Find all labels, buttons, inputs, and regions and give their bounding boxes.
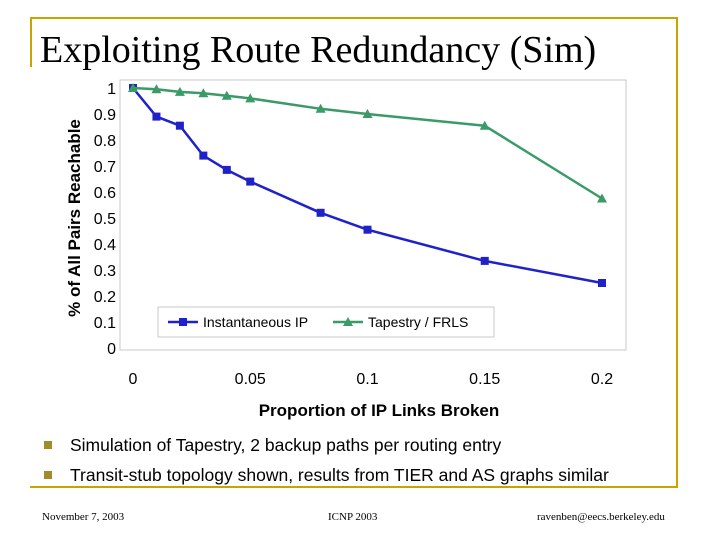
frame-left-line xyxy=(30,17,32,67)
y-tick-label: 0.8 xyxy=(94,133,116,150)
data-point xyxy=(174,86,185,96)
data-point xyxy=(198,88,209,98)
data-point xyxy=(128,83,138,92)
x-tick-label: 0.1 xyxy=(356,371,378,388)
y-tick-label: 0.7 xyxy=(94,159,116,176)
x-tick-label: 0 xyxy=(129,371,138,388)
data-point xyxy=(199,151,208,160)
data-point xyxy=(152,112,161,121)
square-bullet-icon xyxy=(44,471,52,479)
footer-venue: ICNP 2003 xyxy=(328,511,378,523)
x-tick-label: 0.2 xyxy=(591,371,613,388)
data-point xyxy=(245,93,256,103)
y-tick-label: 0 xyxy=(107,341,116,358)
frame-top-line xyxy=(30,17,678,19)
y-tick-label: 0.4 xyxy=(94,237,116,254)
series-line xyxy=(132,87,603,285)
square-bullet-icon xyxy=(44,441,52,449)
data-point xyxy=(246,177,255,186)
data-point xyxy=(597,193,607,203)
data-point xyxy=(315,103,326,113)
data-point xyxy=(316,208,325,217)
legend-marker xyxy=(343,317,353,326)
data-point xyxy=(362,109,373,118)
legend-label: Instantaneous IP xyxy=(203,314,308,330)
y-axis-title: % of All Pairs Reachable xyxy=(65,119,84,317)
x-tick-label: 0.15 xyxy=(469,371,500,388)
y-tick-label: 0.9 xyxy=(94,107,116,124)
legend-box xyxy=(157,306,495,338)
bullet-text: Transit-stub topology shown, results fro… xyxy=(70,464,609,485)
bullet-item: Simulation of Tapestry, 2 backup paths p… xyxy=(44,430,609,460)
data-point xyxy=(363,225,372,234)
x-axis-title: Proportion of IP Links Broken xyxy=(259,401,500,420)
data-point xyxy=(598,279,606,287)
frame-right-line xyxy=(676,17,678,487)
legend-marker xyxy=(179,318,187,326)
y-tick-label: 0.6 xyxy=(94,185,116,202)
footer-date: November 7, 2003 xyxy=(42,511,125,523)
y-tick-label: 0.3 xyxy=(94,263,116,280)
slide-title: Exploiting Route Redundancy (Sim) xyxy=(40,29,597,71)
plot-area xyxy=(119,79,627,351)
data-point xyxy=(222,165,231,174)
data-point xyxy=(479,120,490,130)
data-point xyxy=(175,121,184,130)
footer-email: ravenben@eecs.berkeley.edu xyxy=(537,511,665,523)
legend-label: Tapestry / FRLS xyxy=(368,314,468,330)
data-point xyxy=(151,84,162,94)
frame-bottom-line xyxy=(30,486,678,488)
x-tick-label: 0.05 xyxy=(235,371,266,388)
bullet-text: Simulation of Tapestry, 2 backup paths p… xyxy=(70,434,502,455)
bullet-item: Transit-stub topology shown, results fro… xyxy=(44,460,609,490)
bullet-list: Simulation of Tapestry, 2 backup paths p… xyxy=(44,430,609,490)
data-point xyxy=(221,90,232,100)
series-line xyxy=(132,86,603,200)
data-point xyxy=(480,256,489,265)
y-tick-label: 1 xyxy=(107,81,116,98)
y-tick-label: 0.5 xyxy=(94,211,116,228)
reachability-chart: 0 0.1 0.2 0.3 0.4 0.5 0.6 0.7 0.8 0.9 1 0 0.05 0.1 0.1… xyxy=(65,79,627,420)
y-tick-label: 0.2 xyxy=(94,289,116,306)
y-tick-label: 0.1 xyxy=(94,315,116,332)
